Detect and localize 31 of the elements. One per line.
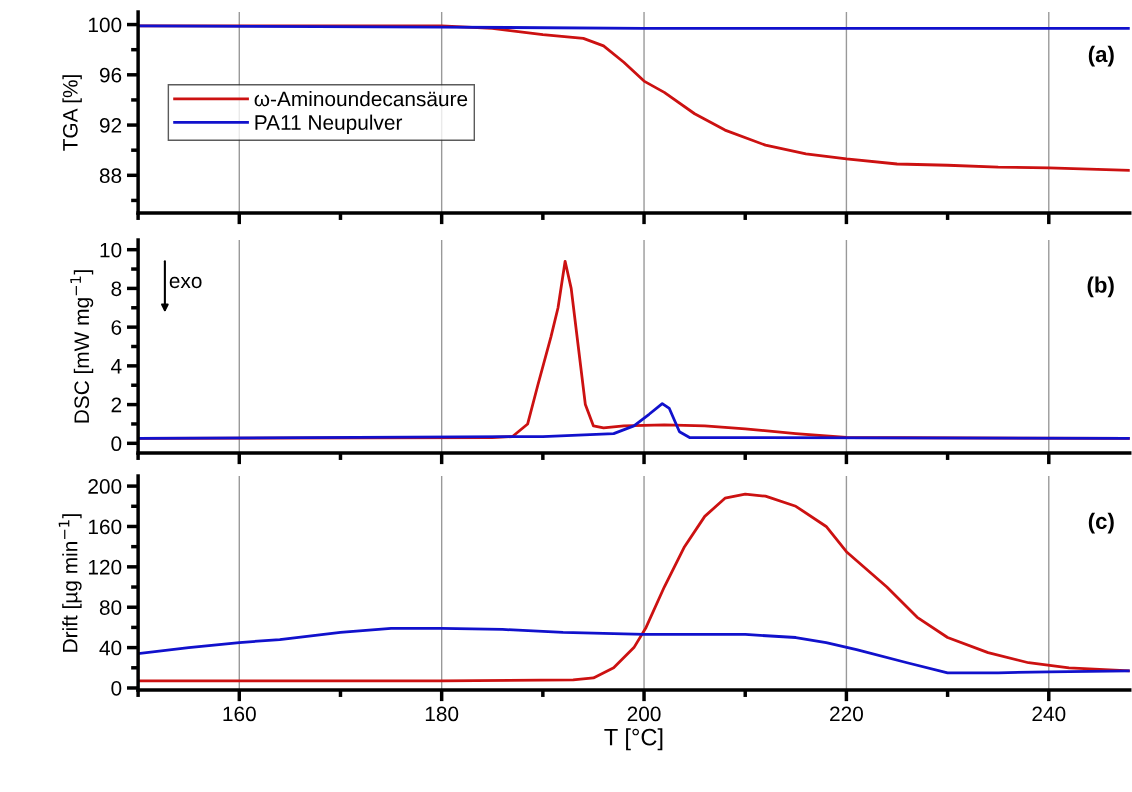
y-tick-label: 4 — [111, 359, 122, 374]
y-tick-label: 120 — [88, 559, 122, 575]
x-axis-title: T [°C] — [604, 728, 663, 751]
annotation: (b) — [1087, 276, 1114, 298]
x-tick-label: 240 — [1032, 706, 1066, 722]
y-tick-label: 6 — [111, 320, 122, 335]
y-tick-label: 8 — [111, 281, 122, 297]
y-tick-label: 100 — [88, 17, 122, 33]
y-tick-label: 160 — [88, 519, 122, 535]
x-tick-label: 160 — [223, 706, 256, 722]
y-tick-label: 2 — [111, 397, 122, 413]
y-axis-title: Drift [µg min$^{−1}$] — [58, 514, 82, 652]
y-axis-title: DSC [mW mg$^{−1}$] — [70, 270, 94, 423]
annotation: (c) — [1088, 512, 1114, 534]
annotation: (a) — [1088, 45, 1114, 67]
y-tick-label: 0 — [111, 680, 122, 696]
y-tick-label: 200 — [88, 479, 122, 494]
y-tick-label: 88 — [99, 168, 122, 184]
y-tick-label: 10 — [100, 242, 122, 258]
annotation: exo — [169, 276, 202, 289]
y-tick-label: 80 — [99, 600, 122, 615]
y-tick-label: 0 — [111, 436, 122, 452]
y-tick-label: 40 — [99, 640, 122, 656]
y-tick-label: 96 — [99, 67, 122, 83]
x-tick-label: 200 — [627, 706, 661, 722]
y-tick-label: 92 — [99, 118, 122, 133]
legend-label: ω-Aminoundecansäure — [254, 91, 468, 107]
x-tick-label: 220 — [830, 706, 863, 722]
x-tick-label: 180 — [425, 706, 459, 722]
y-axis-title: TGA [%] — [62, 75, 82, 151]
legend-label: PA11 Neupulver — [255, 114, 403, 134]
